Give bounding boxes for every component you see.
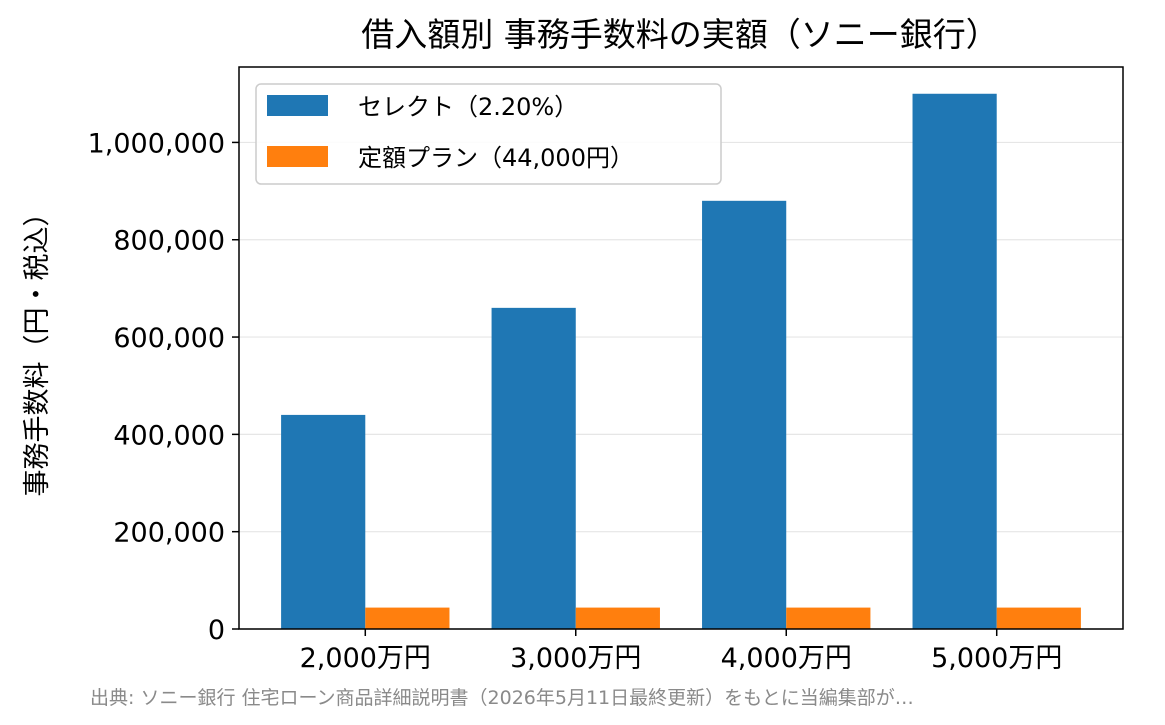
y-tick-label: 1,000,000 xyxy=(88,128,225,159)
chart-title: 借入額別 事務手数料の実額（ソニー銀行） xyxy=(361,15,999,54)
legend-swatch-flat xyxy=(267,146,328,167)
y-tick-label: 0 xyxy=(208,615,225,646)
bar-flat-1 xyxy=(575,607,660,629)
legend-label-flat: 定額プラン（44,000円） xyxy=(358,144,634,172)
x-tick-label: 5,000万円 xyxy=(931,643,1062,674)
plot-area-frame xyxy=(238,66,1124,630)
y-axis: 0 200,000 400,000 600,000 800,000 1,000,000 xyxy=(88,128,239,646)
y-tick-label: 200,000 xyxy=(113,518,225,549)
y-axis-label: 事務手数料（円・税込） xyxy=(22,200,53,497)
x-axis: 2,000万円 3,000万円 4,000万円 5,000万円 xyxy=(300,629,1062,674)
bar-flat-0 xyxy=(365,607,450,629)
bar-select-1 xyxy=(491,307,576,629)
bar-flat-2 xyxy=(786,607,871,629)
source-note: 出典: ソニー銀行 住宅ローン商品詳細説明書（2026年5月11日最終更新）をも… xyxy=(90,687,914,709)
y-tick-label: 800,000 xyxy=(113,226,225,257)
legend: セレクト（2.20%） 定額プラン（44,000円） xyxy=(255,83,722,185)
legend-box xyxy=(255,83,722,185)
x-tick-label: 2,000万円 xyxy=(300,643,431,674)
legend-label-select: セレクト（2.20%） xyxy=(358,93,578,121)
bar-select-3 xyxy=(912,93,997,629)
x-tick-label: 3,000万円 xyxy=(510,643,641,674)
x-tick-label: 4,000万円 xyxy=(721,643,852,674)
bar-select-2 xyxy=(702,200,787,630)
legend-swatch-select xyxy=(267,95,328,116)
bars xyxy=(281,93,1081,630)
y-tick-label: 400,000 xyxy=(113,420,225,451)
bar-select-0 xyxy=(281,414,366,629)
bar-flat-3 xyxy=(996,607,1081,629)
y-tick-label: 600,000 xyxy=(113,323,225,354)
